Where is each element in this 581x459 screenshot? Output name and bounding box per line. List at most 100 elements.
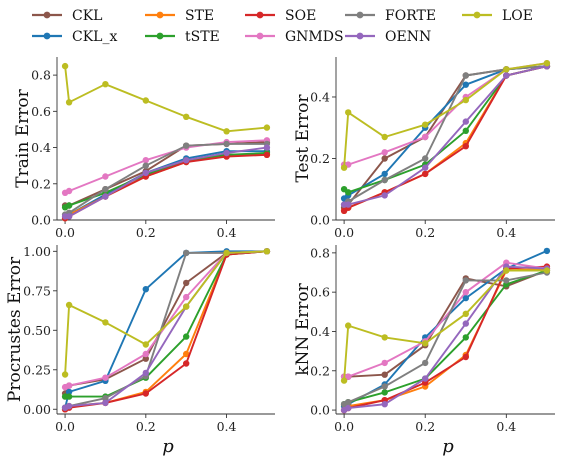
y-tick-label: 0.4	[310, 89, 330, 104]
legend-swatch-marker	[156, 32, 164, 40]
series-ste	[61, 151, 271, 222]
series-ckl-x	[340, 62, 551, 202]
data-point	[142, 169, 149, 177]
data-point	[422, 164, 429, 171]
legend-item-tste: tSTE	[145, 29, 220, 45]
data-point	[422, 375, 429, 382]
data-point	[61, 371, 69, 378]
data-point	[263, 248, 271, 255]
data-point	[65, 388, 73, 396]
data-point	[183, 279, 190, 287]
data-point	[263, 144, 271, 151]
legend-label: SOE	[285, 8, 316, 24]
legend-label: LOE	[502, 8, 533, 24]
legend-item-ste: STE	[145, 8, 214, 24]
data-point	[462, 294, 469, 302]
x-tick-label: 0.4	[217, 419, 237, 434]
x-axis-label-right: p	[442, 436, 454, 457]
series-forte	[61, 248, 271, 411]
data-point	[61, 62, 69, 70]
data-point	[223, 128, 230, 135]
series-line	[64, 250, 267, 411]
series-forte	[340, 62, 551, 208]
legend-swatch-marker	[156, 11, 164, 19]
data-point	[142, 97, 149, 104]
series-line	[64, 250, 267, 408]
data-point	[142, 350, 149, 358]
legend-label: tSTE	[185, 29, 220, 45]
y-tick-label: 0.4	[31, 140, 51, 155]
data-point	[462, 143, 469, 150]
y-tick-label: 0.25	[23, 362, 51, 377]
legend-label: CKL_x	[72, 29, 117, 45]
data-point	[381, 389, 388, 396]
data-point	[183, 293, 190, 301]
data-point	[422, 359, 429, 367]
data-point	[142, 390, 149, 397]
legend-item-oenn: OENN	[345, 29, 431, 45]
data-point	[543, 267, 551, 274]
legend-swatch-marker	[356, 32, 364, 40]
data-point	[422, 155, 429, 162]
legend-item-ckl: CKL	[32, 8, 102, 24]
data-point	[381, 133, 388, 141]
legend-swatch-marker	[43, 32, 51, 40]
x-tick-label: 0.2	[415, 419, 435, 434]
x-tick-label: 0.4	[217, 225, 237, 240]
data-point	[223, 249, 230, 257]
series-loe	[61, 248, 271, 378]
y-tick-label: 0.2	[310, 363, 330, 378]
data-point	[142, 369, 149, 377]
data-point	[340, 377, 348, 384]
series-line	[343, 65, 548, 212]
x-tick-label: 0.2	[136, 419, 156, 434]
y-tick-label: 0.0	[310, 403, 330, 418]
data-point	[102, 81, 109, 88]
legend-item-soe: SOE	[245, 8, 316, 24]
legend-swatch-marker	[256, 32, 264, 40]
series-line	[344, 62, 548, 166]
data-point	[65, 99, 73, 106]
data-point	[381, 155, 388, 162]
series-line	[343, 265, 547, 411]
x-tick-label: 0.0	[55, 225, 75, 240]
data-point	[102, 193, 109, 200]
series-ckl	[340, 62, 551, 211]
data-point	[65, 202, 73, 209]
data-point	[381, 383, 388, 390]
series-ckl-x	[61, 248, 271, 411]
x-tick-label: 0.0	[334, 419, 354, 434]
data-point	[381, 192, 388, 199]
y-axis-label-train: Train Error	[13, 88, 33, 187]
data-point	[102, 395, 109, 402]
legend-label: GNMDS	[285, 29, 344, 45]
data-point	[183, 333, 190, 340]
data-point	[65, 393, 73, 400]
series-ste	[340, 62, 551, 214]
data-point	[381, 170, 388, 178]
data-point	[462, 72, 469, 79]
series-line	[64, 65, 267, 133]
data-point	[263, 151, 271, 158]
y-tick-label: 0.0	[310, 213, 330, 228]
series-loe	[340, 267, 551, 384]
legend-item-forte: FORTE	[345, 8, 436, 24]
series-line	[343, 269, 548, 406]
series-line	[343, 65, 548, 212]
legend: CKL CKL_x STE tSTE SOE GNMDS FORTE OENN LOE	[32, 8, 533, 45]
x-tick-label: 0.4	[496, 419, 516, 434]
data-point	[345, 322, 352, 329]
y-tick-label: 1.00	[23, 244, 51, 259]
legend-label: FORTE	[385, 8, 436, 24]
series-line	[64, 250, 267, 411]
data-point	[183, 142, 190, 149]
panels: 0.0 0.2 0.4 0.0 0.2 0.4 0.6 0.8 Train Error 0.0 0.…	[5, 57, 555, 434]
data-point	[142, 157, 149, 164]
data-point	[65, 187, 73, 195]
data-point	[503, 66, 510, 73]
data-point	[183, 350, 190, 358]
data-point	[142, 341, 149, 348]
data-point	[183, 113, 190, 121]
y-tick-label: 0.6	[31, 104, 51, 119]
y-tick-label: 0.8	[31, 68, 51, 83]
